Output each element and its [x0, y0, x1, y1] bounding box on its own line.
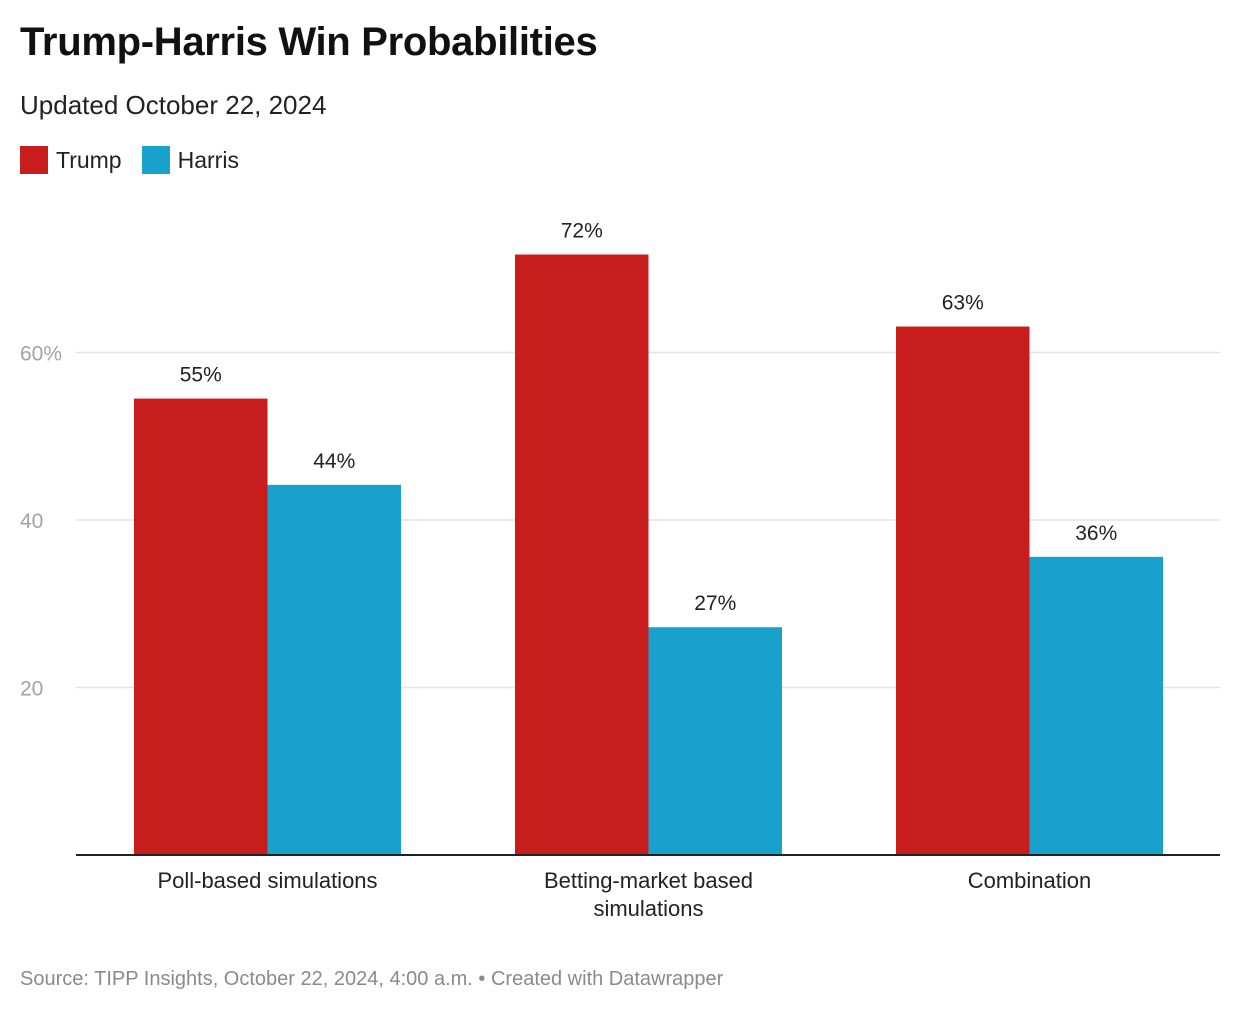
data-label-harris-0: 44% — [313, 450, 355, 473]
y-tick-label-40: 40 — [20, 510, 43, 533]
chart-subtitle: Updated October 22, 2024 — [20, 90, 327, 120]
chart-title: Trump-Harris Win Probabilities — [20, 20, 598, 64]
legend-label-trump: Trump — [56, 146, 122, 173]
data-label-harris-2: 36% — [1075, 522, 1117, 545]
bar-harris-1 — [648, 627, 782, 855]
legend-swatch-harris — [141, 146, 170, 174]
legend-item-harris: Harris — [141, 146, 239, 174]
bar-trump-2 — [896, 326, 1030, 856]
legend-label-harris: Harris — [177, 146, 239, 173]
x-category-label-0-0: Poll-based simulations — [157, 868, 377, 893]
y-tick-label-20: 20 — [20, 678, 43, 701]
bar-harris-2 — [1029, 556, 1163, 855]
legend-swatch-trump — [20, 146, 48, 174]
legend-item-trump: Trump — [20, 146, 122, 174]
data-label-trump-0: 55% — [180, 364, 222, 387]
source-note: Source: TIPP Insights, October 22, 2024,… — [20, 968, 724, 990]
x-category-label-1-0: Betting-market based — [544, 868, 753, 893]
data-label-trump-1: 72% — [561, 220, 603, 243]
x-category-label-2-0: Combination — [968, 868, 1092, 893]
x-category-label-1-1: simulations — [593, 896, 703, 921]
data-label-harris-1: 27% — [694, 592, 736, 615]
bar-trump-1 — [515, 254, 649, 855]
y-tick-label-60: 60% — [20, 343, 62, 366]
bar-harris-0 — [267, 484, 401, 855]
data-label-trump-2: 63% — [942, 292, 984, 315]
legend: Trump Harris — [20, 146, 259, 174]
bar-trump-0 — [134, 398, 268, 855]
